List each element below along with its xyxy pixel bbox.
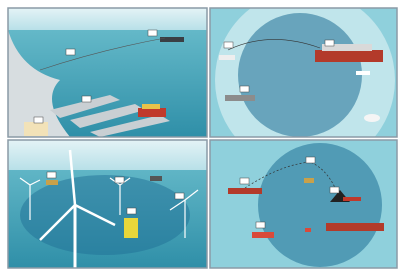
- boat: [219, 55, 235, 60]
- zone: [20, 175, 190, 255]
- tag: [115, 177, 124, 183]
- panel-wind-farm: [8, 140, 207, 268]
- tag: [127, 208, 136, 214]
- page: (() => { const data = JSON.parse(documen…: [0, 0, 398, 270]
- tag: [82, 96, 91, 102]
- tag: [47, 172, 56, 178]
- tag: [240, 86, 249, 92]
- tag: [224, 42, 233, 48]
- tag: [325, 40, 334, 46]
- boat: [46, 180, 58, 185]
- boat: [364, 114, 380, 122]
- panel-port: [8, 8, 207, 137]
- tag: [66, 49, 75, 55]
- ship: [160, 37, 184, 42]
- containers: [142, 104, 160, 109]
- boat: [356, 71, 370, 75]
- boat: [343, 197, 361, 201]
- tag: [256, 222, 265, 228]
- ship: [225, 95, 255, 101]
- ship: [228, 188, 262, 194]
- tag: [330, 187, 339, 193]
- building: [24, 122, 48, 136]
- buoy: [305, 228, 311, 232]
- tag: [175, 193, 184, 199]
- sky: [8, 8, 207, 30]
- platform: [124, 218, 138, 238]
- tag: [148, 30, 157, 36]
- tanker: [326, 223, 384, 231]
- sky: [8, 140, 207, 170]
- cargo-ship: [315, 50, 383, 62]
- cargo-ship: [138, 108, 166, 117]
- tag: [240, 178, 249, 184]
- boat: [150, 176, 162, 181]
- panel-tracking: [210, 140, 397, 268]
- radar-zone: [258, 143, 382, 267]
- ship: [252, 232, 274, 238]
- tag: [306, 157, 315, 163]
- radar-zone: [238, 13, 362, 137]
- boat: [304, 178, 314, 183]
- tag: [34, 117, 43, 123]
- screenshot: [0, 0, 398, 270]
